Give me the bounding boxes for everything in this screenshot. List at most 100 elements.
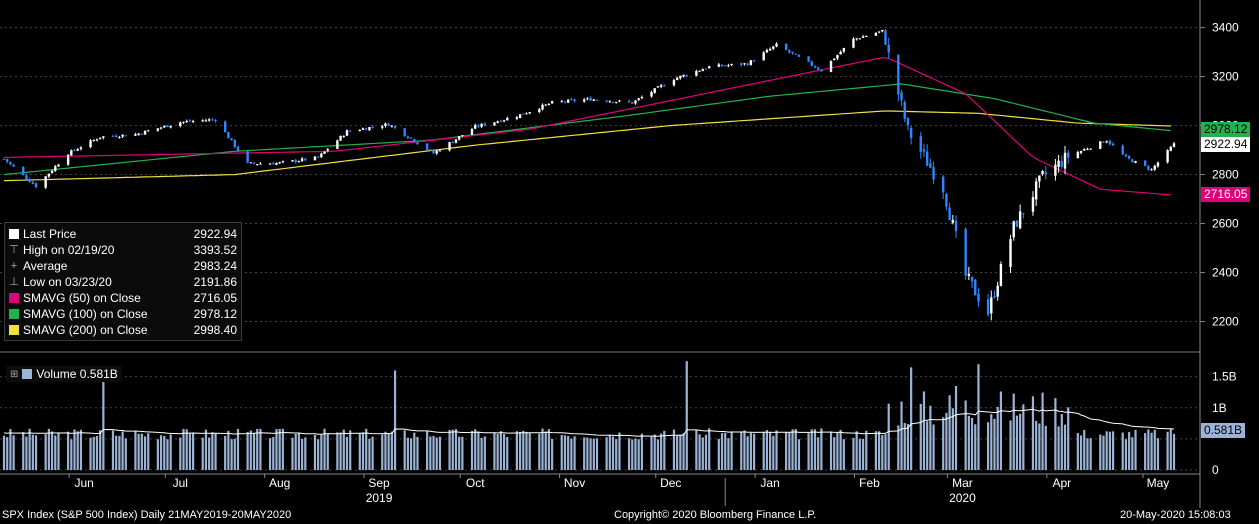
candle-body	[1015, 220, 1019, 227]
volume-bar	[919, 403, 922, 470]
volume-bar	[1102, 435, 1105, 470]
candle-body	[294, 159, 297, 163]
candle-body	[659, 85, 663, 87]
candle-body	[932, 167, 935, 180]
legend-value: 2716.05	[193, 291, 237, 305]
volume-bar	[631, 439, 634, 470]
candle-body	[672, 80, 676, 86]
volume-bars	[2, 361, 1176, 470]
volume-bar	[365, 428, 368, 470]
legend-sma200: SMAVG (200) on Close 2998.40	[9, 322, 237, 338]
volume-bar	[794, 429, 797, 470]
volume-bar	[518, 431, 522, 470]
volume-legend-value: 0.581B	[79, 367, 118, 381]
volume-bar	[724, 432, 727, 470]
candle-body	[897, 55, 900, 95]
sma200-line	[3, 110, 1171, 182]
candle-body	[627, 100, 631, 103]
candle-body	[1031, 197, 1035, 212]
volume-bar	[118, 435, 121, 470]
x-tick-label: Nov	[564, 476, 585, 490]
candle-body	[945, 193, 948, 207]
volume-bar	[140, 433, 143, 470]
candle-body	[50, 170, 54, 174]
volume-bar	[435, 437, 438, 470]
candle-body	[47, 173, 51, 177]
candle-body	[454, 139, 458, 143]
volume-bar	[679, 434, 682, 470]
volume-bar	[660, 433, 663, 470]
candle-body	[387, 123, 390, 126]
candle-body	[406, 136, 410, 139]
volume-bar	[1124, 439, 1128, 470]
candle-body	[2, 158, 6, 160]
candle-body	[695, 70, 698, 76]
candle-body	[1018, 211, 1022, 229]
candle-body	[425, 143, 429, 150]
volume-bar	[438, 436, 442, 470]
candle-body	[1108, 140, 1112, 145]
candle-body	[413, 139, 416, 143]
volume-bar	[358, 432, 361, 470]
volume-bar	[788, 432, 791, 470]
volume-bar	[743, 430, 746, 470]
candle-body	[134, 134, 137, 136]
candle-body	[25, 175, 28, 180]
candle-body	[457, 136, 461, 140]
candle-body	[1127, 155, 1131, 159]
sma100-price-tag: 2978.12	[1201, 122, 1251, 137]
volume-bar	[143, 436, 147, 470]
volume-bar	[820, 428, 823, 470]
volume-bar	[34, 435, 38, 470]
volume-bar	[1060, 414, 1063, 470]
volume-bar	[179, 437, 182, 470]
candle-body	[1089, 148, 1092, 150]
volume-bar	[480, 437, 483, 470]
volume-bar	[727, 438, 730, 470]
candles	[2, 29, 1176, 321]
candle-body	[98, 137, 102, 139]
candle-body	[634, 100, 637, 104]
volume-bar	[451, 429, 454, 470]
candle-body	[1009, 239, 1012, 267]
legend-low: ⊥ Low on 03/23/20 2191.86	[9, 274, 237, 290]
volume-bar	[1012, 393, 1015, 470]
candle-body	[185, 121, 188, 123]
volume-bar	[301, 438, 304, 470]
volume-bar	[717, 438, 720, 470]
volume-bar	[224, 435, 227, 470]
candle-body	[1083, 149, 1086, 151]
candle-body	[31, 182, 35, 184]
volume-bar	[746, 436, 749, 470]
volume-bar	[586, 437, 589, 470]
volume-tick-label: 0	[1212, 463, 1219, 477]
volume-bar	[852, 437, 855, 470]
candle-body	[159, 127, 163, 129]
candle-body	[974, 279, 977, 296]
volume-bar	[544, 431, 547, 470]
candle-body	[563, 101, 567, 103]
candle-body	[1060, 161, 1064, 167]
volume-bar	[897, 425, 900, 470]
volume-bar	[637, 439, 640, 470]
x-tick-label: Oct	[466, 476, 485, 490]
sma50-swatch	[9, 293, 19, 303]
candle-body	[435, 150, 438, 154]
candle-body	[964, 229, 967, 276]
volume-bar	[791, 429, 794, 470]
sma200-swatch	[9, 325, 19, 335]
legend-average: + Average 2983.24	[9, 258, 237, 274]
volume-bar	[1031, 396, 1035, 470]
volume-bar	[945, 412, 948, 470]
volume-bar	[409, 438, 413, 470]
volume-bar	[124, 438, 127, 470]
candle-body	[163, 125, 166, 128]
expand-icon[interactable]: ⊞	[10, 368, 19, 380]
candle-body	[595, 99, 599, 101]
candle-body	[384, 123, 387, 127]
candle-body	[70, 150, 73, 156]
volume-bar	[807, 433, 810, 470]
x-tick-label: Apr	[1052, 476, 1071, 490]
legend-label: High on 02/19/20	[23, 243, 115, 257]
candle-body	[1076, 152, 1080, 159]
